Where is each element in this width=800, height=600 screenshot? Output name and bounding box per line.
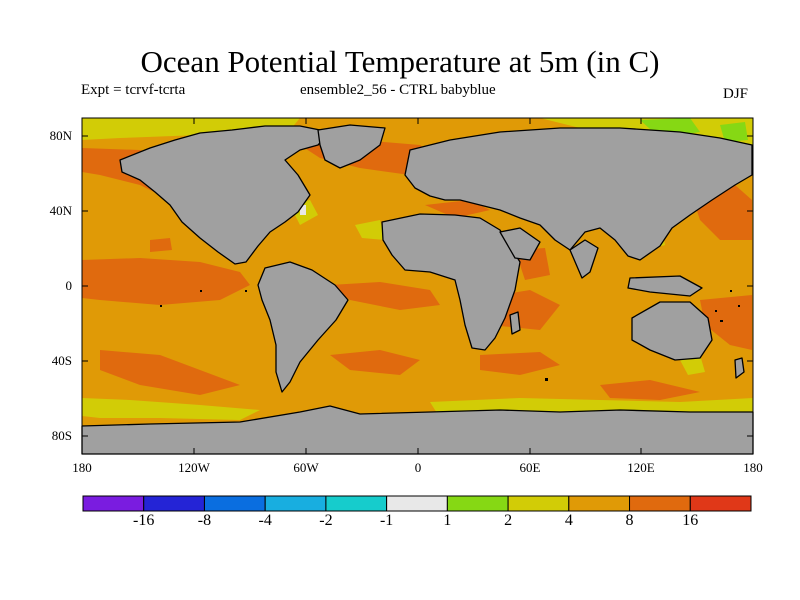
indonesia — [627, 275, 703, 297]
colorbar-swatch — [446, 495, 509, 512]
colorbar-swatch — [629, 495, 691, 512]
y-tick-label: 80S — [51, 428, 72, 443]
colorbar-label: 1 — [443, 512, 452, 529]
colorbar-label: -4 — [258, 512, 272, 529]
colorbar-swatch — [386, 495, 448, 512]
new-zealand — [734, 357, 745, 379]
y-tick-label: 40N — [49, 203, 72, 218]
africa — [381, 213, 521, 351]
colorbar-label: -1 — [379, 512, 394, 529]
y-tick-label: 80N — [49, 128, 72, 143]
india — [569, 239, 599, 279]
colorbar-swatch — [143, 495, 205, 512]
y-tick-label: 0 — [65, 278, 73, 293]
colorbar-swatch — [689, 495, 752, 512]
greenland — [317, 124, 386, 169]
axis-ticks — [81, 118, 754, 454]
x-tick-label: 0 — [414, 460, 422, 475]
plot-title: Ocean Potential Temperature at 5m (in C) — [140, 44, 660, 79]
north-america — [119, 125, 331, 265]
land-masses — [81, 124, 754, 455]
eurasia — [404, 127, 753, 261]
colorbar-label: -16 — [133, 512, 155, 529]
colorbar-label: -2 — [319, 512, 333, 529]
colorbar-label: 16 — [682, 512, 699, 529]
colorbar-label: 2 — [504, 512, 513, 529]
colorbar-label: 8 — [625, 512, 634, 529]
colorbar-swatch — [264, 495, 327, 512]
colorbar-label: 4 — [564, 512, 573, 529]
experiment-label: Expt = tcrvf-tcrta — [81, 82, 186, 98]
colorbar-swatch — [82, 495, 145, 512]
colorbar-swatch — [568, 495, 631, 512]
arabia — [499, 227, 541, 261]
x-tick-label: 180 — [743, 460, 763, 475]
y-tick-label: 40S — [51, 353, 72, 368]
colorbar-swatch — [203, 495, 266, 512]
australia — [631, 301, 713, 361]
x-tick-label: 60W — [293, 460, 319, 475]
x-tick-label: 60E — [519, 460, 541, 475]
islands — [160, 290, 740, 381]
colorbar-label: -8 — [197, 512, 212, 529]
colorbar-swatch — [507, 495, 570, 512]
x-tick-label: 180 — [72, 460, 92, 475]
x-tick-label: 120W — [178, 460, 210, 475]
colorbar-swatch — [325, 495, 388, 512]
madagascar — [509, 311, 521, 335]
south-america — [257, 261, 349, 393]
x-tick-label: 120E — [627, 460, 655, 475]
map-area — [81, 117, 754, 455]
colorbar — [82, 495, 752, 512]
ensemble-label: ensemble2_56 - CTRL babyblue — [300, 82, 496, 98]
season-label: DJF — [723, 86, 749, 102]
